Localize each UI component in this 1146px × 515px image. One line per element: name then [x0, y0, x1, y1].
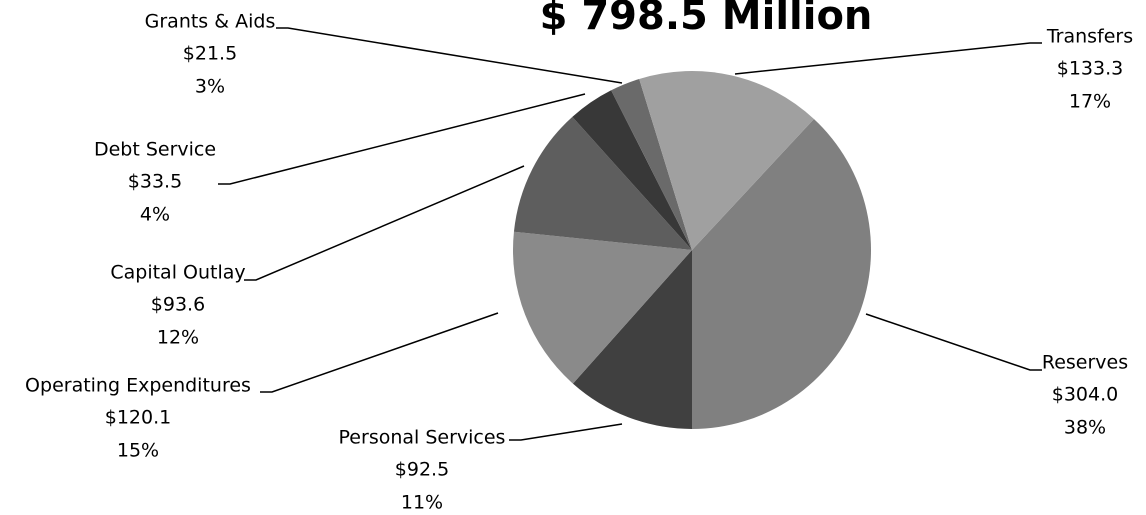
leader-line: [276, 27, 623, 84]
pie-slice: [692, 118, 871, 430]
value-label: $21.5: [183, 43, 237, 65]
pie-slice: [611, 78, 692, 250]
slice-label: Debt Service: [94, 139, 216, 161]
percent-label: 12%: [157, 327, 199, 349]
percent-label: 3%: [195, 76, 225, 98]
slice-label: Capital Outlay: [110, 262, 245, 284]
leader-line: [218, 93, 586, 185]
slice-label: Grants & Aids: [145, 11, 276, 33]
slice-label: Reserves: [1042, 352, 1128, 374]
value-label: $33.5: [128, 171, 182, 193]
percent-label: 38%: [1064, 417, 1106, 439]
slice-label: Transfers: [1046, 26, 1133, 48]
slice-label: Operating Expenditures: [25, 375, 251, 397]
chart-title: $ 798.5 Million: [540, 0, 873, 39]
leader-line: [260, 312, 499, 393]
leader-line: [865, 313, 1042, 371]
slice-label: Personal Services: [339, 427, 506, 449]
percent-label: 11%: [401, 492, 443, 514]
percent-label: 17%: [1069, 91, 1111, 113]
pie-slice: [572, 90, 692, 250]
percent-label: 15%: [117, 440, 159, 462]
pie-slice: [513, 231, 692, 384]
percent-label: 4%: [140, 204, 170, 226]
leader-line: [509, 423, 623, 441]
value-label: $304.0: [1052, 384, 1118, 406]
value-label: $93.6: [151, 294, 205, 316]
pie-slice: [572, 250, 692, 429]
value-label: $133.3: [1057, 58, 1123, 80]
pie-slice: [639, 71, 814, 250]
value-label: $120.1: [105, 407, 171, 429]
value-label: $92.5: [395, 459, 449, 481]
leader-line: [734, 42, 1042, 75]
leader-line: [244, 165, 525, 281]
pie-slice: [513, 116, 692, 250]
